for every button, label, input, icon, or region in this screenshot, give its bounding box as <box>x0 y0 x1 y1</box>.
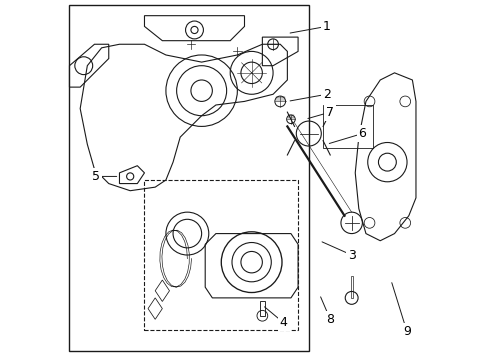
Text: 3: 3 <box>347 248 355 261</box>
Bar <box>350 276 352 298</box>
Text: 8: 8 <box>325 313 334 326</box>
Bar <box>323 105 372 148</box>
Text: 4: 4 <box>279 316 287 329</box>
Text: 9: 9 <box>402 325 410 338</box>
Text: 2: 2 <box>322 88 330 101</box>
Text: 7: 7 <box>325 105 334 119</box>
Text: 5: 5 <box>92 170 100 183</box>
Bar <box>259 301 264 316</box>
Bar <box>69 5 308 351</box>
Bar <box>144 180 298 330</box>
Text: 6: 6 <box>358 127 366 140</box>
Text: 1: 1 <box>322 20 330 33</box>
